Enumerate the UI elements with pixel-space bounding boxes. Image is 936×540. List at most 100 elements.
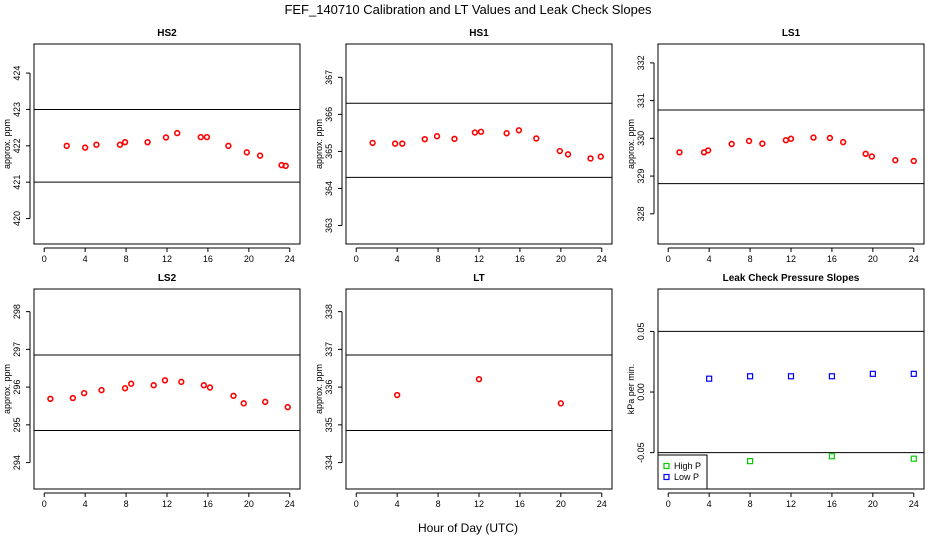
x-tick-label: 12 [474,254,484,264]
x-tick-label: 16 [827,499,837,509]
x-tick-label: 0 [354,499,359,509]
data-point [197,133,204,141]
y-axis-label: approx. ppm [2,119,12,169]
x-tick-label: 4 [83,254,88,264]
y-tick-label: 294 [12,455,22,470]
y-tick-label: 420 [12,211,22,226]
data-point [256,152,264,159]
data-point [475,375,483,383]
x-tick-label: 0 [42,499,47,509]
data-point [150,382,157,389]
data-point [746,373,754,380]
legend-marker [663,473,670,481]
x-tick-label: 24 [909,254,919,264]
plot-frame [33,288,301,490]
x-tick-label: 8 [124,499,129,509]
data-point [225,142,232,150]
data-point [369,139,376,147]
y-tick-label: 329 [636,169,646,184]
panel-title: Leak Check Pressure Slopes [723,273,860,284]
data-point [746,458,754,465]
y-tick-label: 364 [324,181,334,196]
figure-title: FEF_140710 Calibration and LT Values and… [284,2,652,17]
data-point [93,141,100,148]
y-axis-label: approx. ppm [314,119,324,169]
data-point [826,134,834,142]
y-tick-label: 0.00 [636,383,646,401]
legend-marker [663,462,670,470]
data-point [745,137,753,145]
x-tick-label: 16 [515,499,525,509]
x-tick-label: 8 [124,254,129,264]
x-tick-label: 4 [707,254,712,264]
y-axis-label: approx. ppm [314,364,324,414]
y-tick-label: 331 [636,93,646,108]
x-tick-label: 8 [748,499,753,509]
plot-frame [345,288,613,490]
y-tick-label: 334 [324,455,334,470]
data-point [477,128,485,135]
data-point [47,395,54,403]
panel-hs1: HS1 0 4 8 12 16 20 24 363 364 365 366 367 approx. ppm [314,28,613,264]
x-tick-label: 12 [474,499,484,509]
data-point [144,138,151,146]
y-axis-label: kPa per min. [626,364,636,415]
data-point [759,140,766,147]
x-tick-label: 16 [203,254,213,264]
x-tick-label: 8 [436,499,441,509]
data-point [787,373,795,380]
data-point [421,135,428,143]
data-point [240,400,247,407]
data-point [862,150,869,158]
y-tick-label: 365 [324,144,334,159]
data-point [230,392,237,399]
x-tick-label: 16 [827,254,837,264]
plot-frame [657,43,925,245]
data-point [597,153,604,160]
y-tick-label: 367 [324,70,334,85]
data-point [433,133,441,140]
data-point [533,135,540,142]
panel-title: LS2 [158,273,177,284]
y-tick-label: 424 [12,66,22,81]
y-tick-label: 336 [324,380,334,395]
data-point [262,398,269,406]
data-point [869,370,876,377]
data-point [587,155,594,162]
panel-title: HS2 [157,28,177,39]
x-tick-label: 20 [244,254,254,264]
y-tick-label: 330 [636,131,646,146]
x-tick-label: 12 [162,499,172,509]
plot-frame [345,43,613,245]
y-tick-label: 296 [12,380,22,395]
x-tick-label: 0 [666,499,671,509]
x-tick-label: 20 [244,499,254,509]
x-tick-label: 0 [666,254,671,264]
data-point [910,455,917,462]
data-point [782,137,790,144]
x-tick-label: 20 [868,499,878,509]
data-point [839,138,847,146]
data-point [515,127,523,134]
data-point [704,147,712,154]
x-tick-label: 4 [395,499,400,509]
y-axis-label: approx. ppm [626,119,636,169]
x-tick-label: 12 [786,254,796,264]
data-point [284,403,291,411]
y-tick-label: 332 [636,55,646,70]
panel-hs2: HS2 0 4 8 12 16 20 24 420 421 422 423 424 approx. ppm [2,28,301,264]
data-point [121,138,129,146]
legend-label: High P [674,461,701,471]
y-tick-label: 337 [324,342,334,357]
data-point [206,384,214,391]
x-tick-label: 16 [515,254,525,264]
y-tick-label: 363 [324,218,334,233]
data-point [203,133,211,141]
x-tick-label: 0 [42,254,47,264]
data-point [868,153,876,160]
data-point [243,149,251,156]
x-tick-label: 24 [285,499,295,509]
